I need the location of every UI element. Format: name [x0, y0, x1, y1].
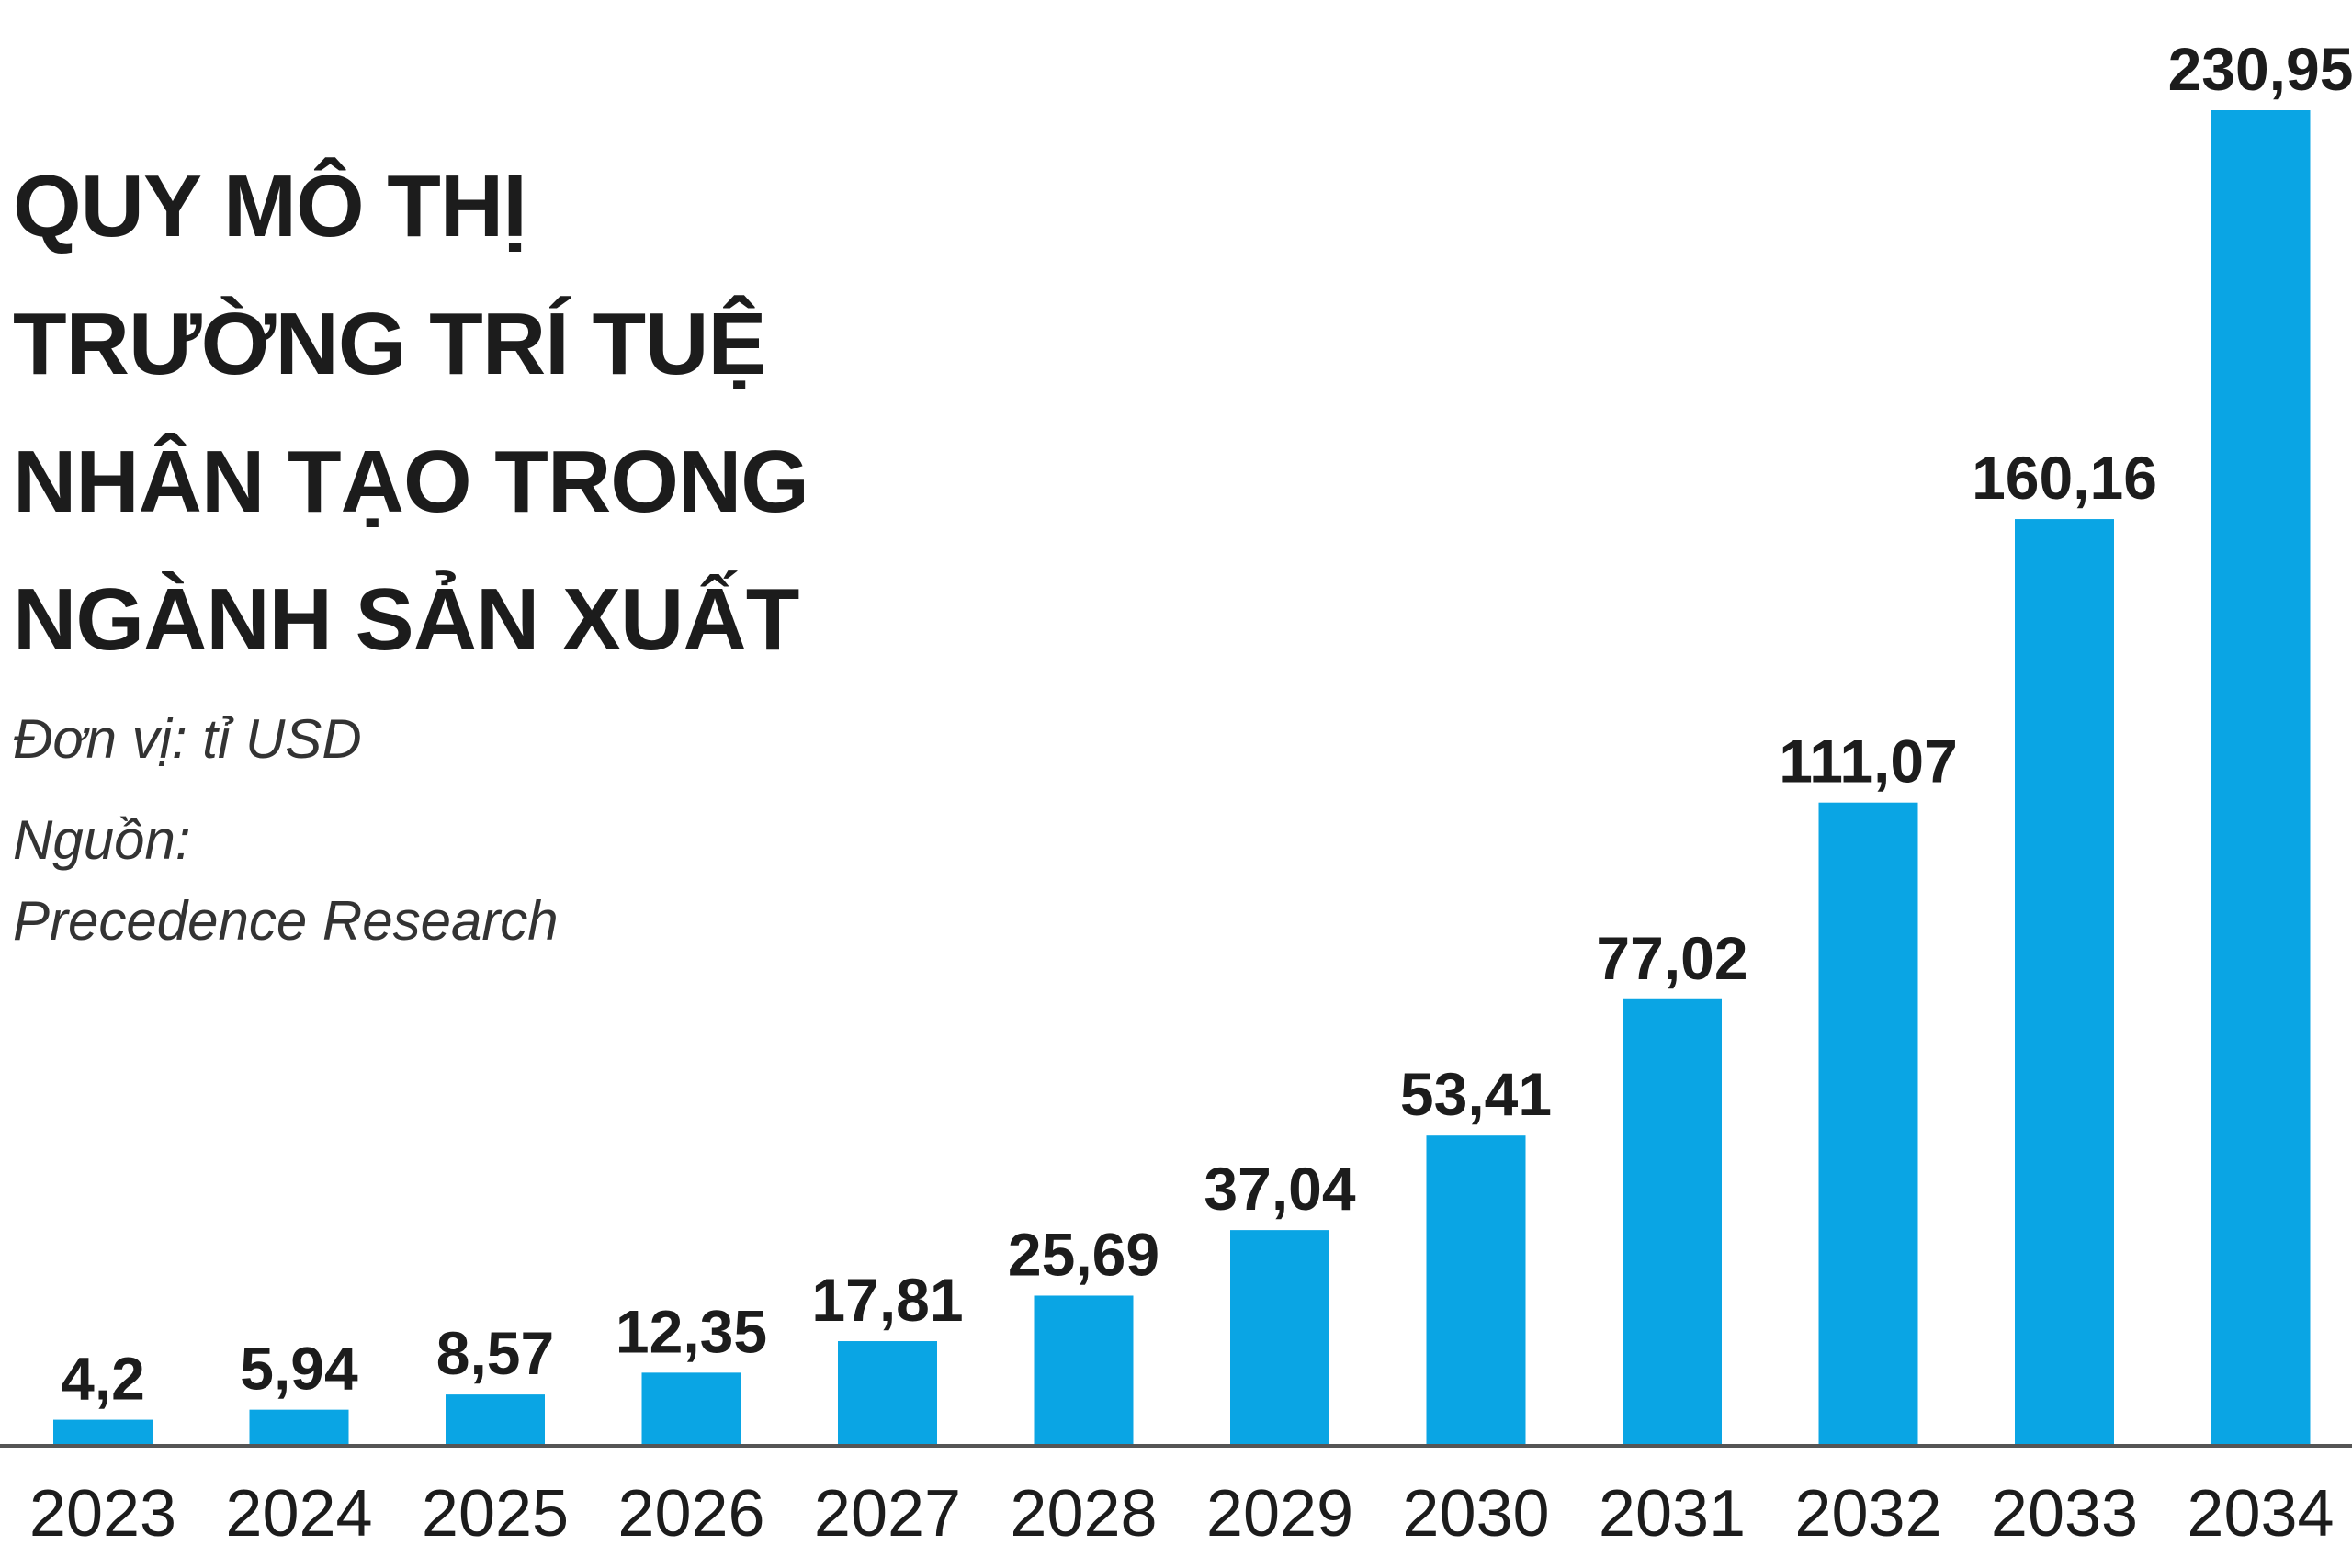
- bar-2030: [1426, 1135, 1526, 1444]
- chart-title: QUY MÔ THỊ TRƯỜNG TRÍ TUỆ NHÂN TẠO TRONG…: [13, 138, 809, 689]
- x-tick-label-2028: 2028: [1010, 1477, 1157, 1551]
- x-tick-label-2029: 2029: [1206, 1477, 1353, 1551]
- x-tick-label-2026: 2026: [617, 1477, 764, 1551]
- bar-2031: [1623, 998, 1722, 1444]
- chart-title-line-3: NHÂN TẠO TRONG: [13, 433, 809, 531]
- data-label-2030: 53,41: [1400, 1060, 1552, 1128]
- data-label-2033: 160,16: [1972, 444, 2157, 512]
- x-tick-label-2027: 2027: [814, 1477, 961, 1551]
- chart-meta: Đơn vị: tỉ USD Nguồn: Precedence Researc…: [13, 707, 559, 953]
- bar-2033: [2015, 519, 2114, 1444]
- data-label-2024: 5,94: [240, 1335, 358, 1403]
- source-name: Precedence Research: [13, 890, 559, 952]
- bar-2029: [1230, 1230, 1329, 1444]
- x-tick-label-2023: 2023: [29, 1477, 176, 1551]
- x-tick-label-2030: 2030: [1402, 1477, 1549, 1551]
- data-label-2028: 25,69: [1008, 1220, 1159, 1288]
- x-tick-label-2025: 2025: [422, 1477, 569, 1551]
- bar-2023: [53, 1419, 153, 1444]
- chart-title-line-4: NGÀNH SẢN XUẤT: [13, 570, 799, 669]
- bar-2032: [1818, 802, 1918, 1444]
- bar-2034: [2211, 110, 2311, 1444]
- x-tick-label-2033: 2033: [1991, 1477, 2138, 1551]
- data-label-2026: 12,35: [616, 1297, 767, 1365]
- data-label-2025: 8,57: [436, 1319, 554, 1387]
- data-label-2029: 37,04: [1204, 1155, 1355, 1223]
- data-label-2027: 17,81: [811, 1266, 963, 1334]
- data-label-2031: 77,02: [1596, 924, 1747, 992]
- x-tick-label-2024: 2024: [225, 1477, 372, 1551]
- data-label-2032: 111,07: [1779, 728, 1958, 795]
- x-tick-label-2031: 2031: [1599, 1477, 1746, 1551]
- x-tick-label-2032: 2032: [1794, 1477, 1941, 1551]
- data-label-2023: 4,2: [61, 1345, 145, 1413]
- data-label-2034: 230,95: [2168, 35, 2352, 103]
- bar-2025: [446, 1394, 545, 1444]
- bar-2024: [249, 1409, 349, 1444]
- source-label: Nguồn:: [13, 809, 191, 871]
- bar-2027: [838, 1341, 937, 1444]
- unit-label: Đơn vị: tỉ USD: [13, 708, 362, 770]
- bar-2026: [641, 1372, 741, 1444]
- chart-title-line-1: QUY MÔ THỊ: [13, 157, 527, 255]
- bar-2028: [1034, 1295, 1134, 1444]
- chart-title-line-2: TRƯỜNG TRÍ TUỆ: [13, 295, 766, 393]
- x-tick-label-2034: 2034: [2187, 1477, 2334, 1551]
